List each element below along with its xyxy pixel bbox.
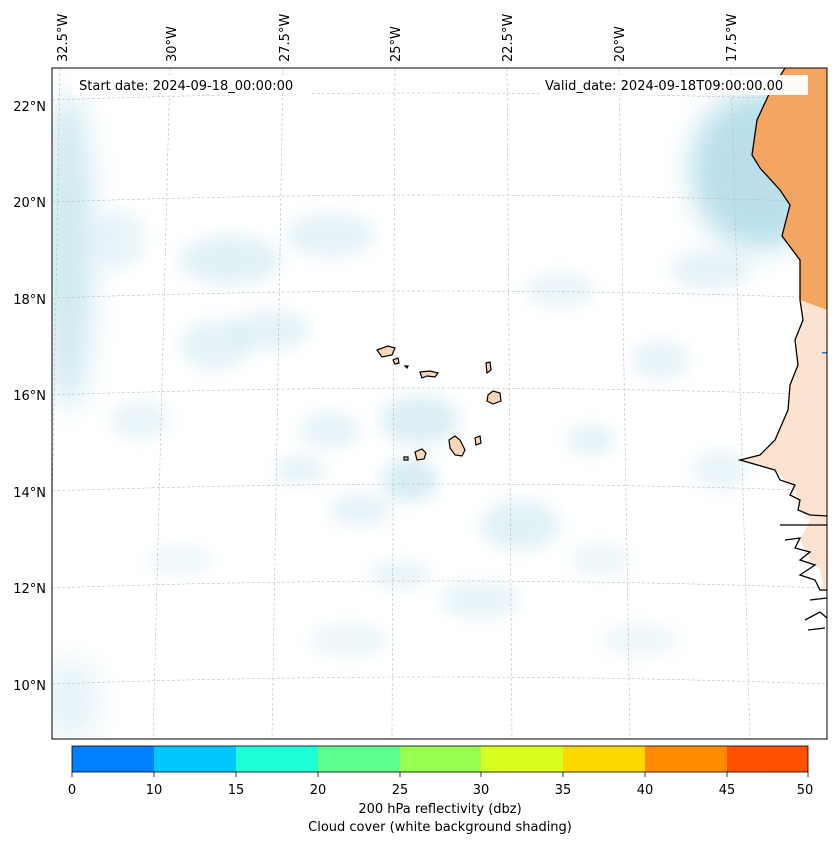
valid-date-box: [540, 75, 808, 95]
colorbar-frame: [71, 745, 809, 773]
colorbar-segment: [563, 746, 645, 772]
meridian-32-5w: [52, 68, 61, 533]
colorbar-tick-label: 50: [797, 783, 814, 798]
colorbar-tick-labels: 0 10 15 20 25 30 35 40 45 50: [68, 783, 813, 798]
island-boa-vista: [486, 390, 502, 405]
lon-label: 20°W: [613, 26, 628, 62]
island-sao-nicolau: [419, 370, 440, 379]
colorbar-segment: [72, 746, 154, 772]
island-maio: [474, 435, 482, 446]
lat-label: 10°N: [13, 679, 46, 694]
start-date-label: Start date: 2024-09-18_00:00:00: [79, 79, 293, 94]
lon-label: 30°W: [165, 26, 180, 62]
meridian-22-5w: [506, 68, 513, 739]
colorbar-segment: [645, 746, 727, 772]
lat-label: 16°N: [13, 389, 46, 404]
colorbar-tick-label: 40: [637, 783, 654, 798]
meridian-25w: [391, 68, 396, 739]
meridian-27-5w: [271, 68, 284, 739]
latitude-labels: 22°N 20°N 18°N 16°N 14°N 12°N 10°N: [13, 100, 46, 694]
colorbar-segment: [318, 746, 400, 772]
colorbar-tick-label: 15: [228, 783, 245, 798]
colorbar-segment: [400, 746, 481, 772]
africa-edge-marker: [822, 352, 827, 354]
island-santo-antao: [376, 345, 396, 358]
lat-label: 12°N: [13, 582, 46, 597]
colorbar-tick-label: 25: [392, 783, 409, 798]
island-brava: [403, 456, 409, 461]
colorbar-segment: [481, 746, 563, 772]
cloud-cover-shading: [52, 90, 827, 739]
map-frame: [51, 67, 828, 740]
colorbar-segment: [154, 746, 236, 772]
graticule: [52, 68, 827, 739]
lat-label: 20°N: [13, 196, 46, 211]
lat-label: 18°N: [13, 293, 46, 308]
colorbar-tick-label: 20: [310, 783, 327, 798]
colorbar-ticks: [71, 772, 809, 777]
colorbar-title: 200 hPa reflectivity (dbz): [358, 802, 521, 817]
island-fogo: [414, 448, 427, 461]
lat-label: 22°N: [13, 100, 46, 115]
lon-label: 17.5°W: [725, 14, 740, 62]
colorbar-tick-label: 10: [146, 783, 163, 798]
lon-label: 27.5°W: [278, 14, 293, 62]
meridian-17-5w: [730, 68, 751, 739]
island-santa-luzia: [403, 365, 409, 370]
colorbar-segment: [727, 746, 808, 772]
colorbar-tick-label: 35: [555, 783, 572, 798]
parallel-20n: [52, 194, 827, 203]
start-date-box: [72, 75, 312, 95]
colorbar-tick-label: 0: [68, 783, 76, 798]
parallel-10n: [52, 676, 827, 685]
meridian-30w: [152, 68, 171, 739]
africa-land: [752, 68, 827, 310]
colorbar-subtitle: Cloud cover (white background shading): [308, 820, 572, 835]
parallel-18n: [52, 290, 827, 299]
colorbar-tick-label: 45: [719, 783, 736, 798]
island-santiago: [448, 435, 466, 457]
colorbar-segment: [236, 746, 318, 772]
cape-verde-islands: [376, 345, 502, 461]
island-sao-vicente: [392, 357, 400, 365]
africa-coastline: [737, 68, 827, 631]
parallel-12n: [52, 580, 827, 589]
lon-label: 32.5°W: [56, 14, 71, 62]
lon-label: 25°W: [389, 26, 404, 62]
island-sal: [485, 361, 492, 375]
parallel-22n: [52, 92, 827, 101]
valid-date-label: Valid_date: 2024-09-18T09:00:00.00: [545, 79, 783, 94]
colorbar: 0 10 15 20 25 30 35 40 45 50 200 hPa ref…: [68, 745, 813, 835]
colorbar-segments: [72, 746, 808, 772]
africa-land-south: [740, 300, 827, 600]
parallel-16n: [52, 387, 827, 396]
colorbar-tick-label: 30: [473, 783, 490, 798]
lon-label: 22.5°W: [501, 14, 516, 62]
lat-label: 14°N: [13, 486, 46, 501]
longitude-labels: 32.5°W 30°W 27.5°W 25°W 22.5°W 20°W 17.5…: [56, 14, 740, 62]
parallel-14n: [52, 483, 827, 492]
meridian-20w: [618, 68, 631, 739]
